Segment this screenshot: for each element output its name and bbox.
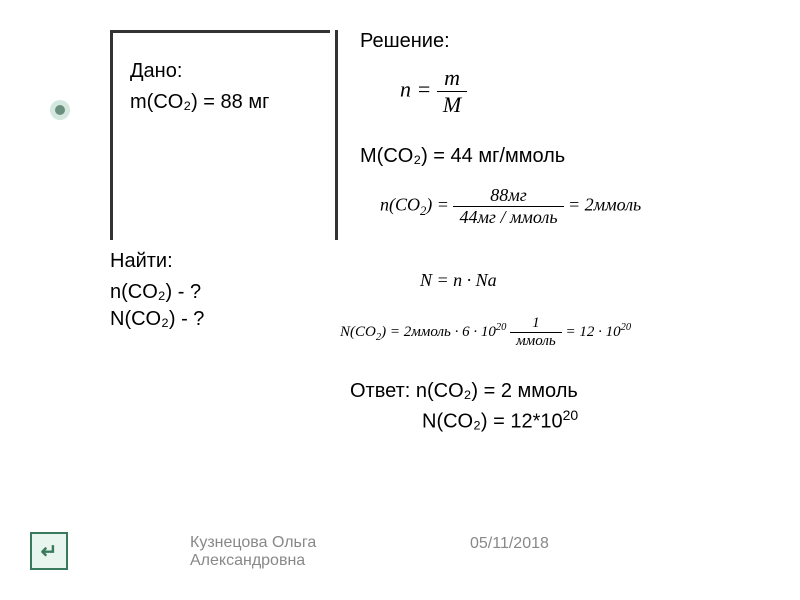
N-calc-frac-num: 1	[510, 315, 562, 333]
n-calculation: n(CO2) = 88мг44мг / ммоль = 2ммоль	[380, 185, 641, 228]
n-calc-result: = 2ммоль	[564, 195, 642, 215]
find-n-lower: n(CO₂) - ?	[110, 281, 204, 304]
answer-n-upper-pre: N(CO₂) = 12*10	[422, 411, 563, 433]
formula-N-equals-n-Na: N = n · Na	[420, 270, 497, 291]
nav-back-button[interactable]: ↵	[30, 532, 68, 570]
formula-equals: =	[411, 77, 437, 102]
answer-line-1: Ответ: n(CO₂) = 2 ммоль	[350, 380, 578, 403]
find-section: Найти: n(CO₂) - ? N(CO₂) - ?	[110, 250, 204, 335]
formula-fraction: mM	[437, 65, 467, 118]
given-label: Дано:	[130, 60, 269, 83]
footer-author: Кузнецова Ольга Александровна	[190, 534, 316, 570]
N-calc-left: N(CO	[340, 324, 376, 340]
find-label: Найти:	[110, 250, 204, 273]
molar-mass-value: M(CO₂) = 44 мг/ммоль	[360, 145, 565, 168]
n-calc-fraction: 88мг44мг / ммоль	[453, 185, 563, 228]
formula-n-var: n	[400, 77, 411, 102]
N-calc-exp: 20	[496, 322, 507, 333]
vertical-divider	[335, 30, 338, 240]
N-calc-frac-den: ммоль	[510, 333, 562, 350]
author-line-2: Александровна	[190, 552, 316, 570]
N-calc-result-exp: 20	[621, 322, 632, 333]
given-mass: m(CO₂) = 88 мг	[130, 91, 269, 114]
formula-denominator: M	[437, 92, 467, 118]
answer-line-2: N(CO₂) = 12*1020	[350, 407, 578, 434]
n-calc-num: 88мг	[453, 185, 563, 207]
N-calc-mid: ) = 2ммоль · 6 · 10	[381, 324, 496, 340]
answer-label: Ответ:	[350, 380, 410, 402]
slide-bullet	[50, 100, 70, 120]
author-line-1: Кузнецова Ольга	[190, 534, 316, 552]
answer-n-lower: n(CO₂) = 2 ммоль	[410, 380, 578, 402]
answer-n-upper-exp: 20	[563, 407, 579, 423]
n-calc-right: ) =	[426, 195, 453, 215]
answer-section: Ответ: n(CO₂) = 2 ммоль N(CO₂) = 12*1020	[350, 380, 578, 438]
N-calc-fraction: 1ммоль	[510, 315, 562, 350]
formula-numerator: m	[437, 65, 467, 92]
bullet-inner-circle	[55, 105, 65, 115]
N-calc-result: = 12 · 10	[562, 324, 621, 340]
find-n-upper: N(CO₂) - ?	[110, 308, 204, 331]
return-arrow-icon: ↵	[41, 539, 58, 564]
formula-n-equals-m-over-M: n = mM	[400, 65, 467, 118]
solution-label: Решение:	[360, 30, 450, 53]
footer-date: 05/11/2018	[470, 535, 549, 553]
n-calc-den: 44мг / ммоль	[453, 207, 563, 228]
given-section: Дано: m(CO₂) = 88 мг	[130, 60, 269, 134]
N-calculation: N(CO2) = 2ммоль · 6 · 1020 1ммоль = 12 ·…	[340, 315, 631, 350]
n-calc-left: n(CO	[380, 195, 420, 215]
